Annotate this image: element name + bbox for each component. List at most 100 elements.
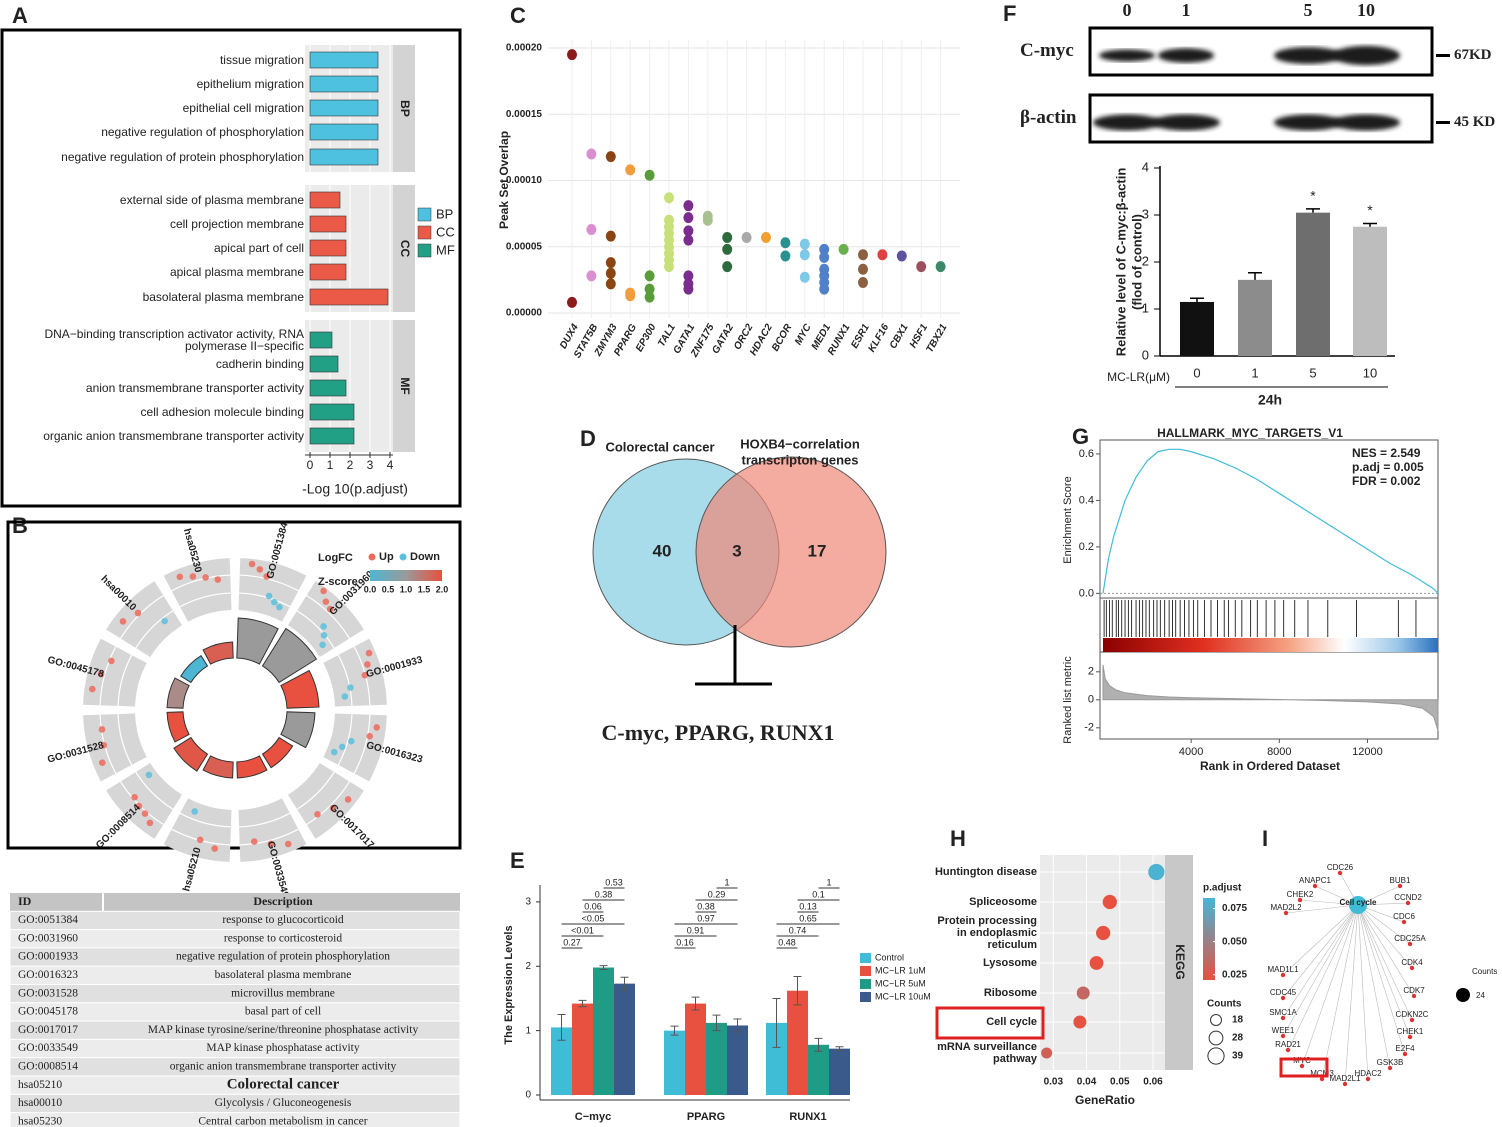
point (896, 250, 907, 262)
size-legend-dot (1208, 1030, 1224, 1046)
category-label-box: negative regulation of protein phosphory… (61, 151, 304, 163)
point (741, 231, 752, 243)
point (858, 249, 868, 261)
bar (808, 1044, 829, 1095)
comparison-label: 0.97 (697, 913, 715, 923)
legend-label: CC (436, 224, 455, 239)
panel-label: E (510, 848, 525, 873)
legend-label: Down (410, 551, 440, 563)
bar (309, 99, 379, 117)
point (567, 296, 577, 308)
x-tick-label: 0.03 (1044, 1077, 1064, 1088)
bar (1353, 226, 1387, 356)
z-tick-label: 0.5 (382, 584, 395, 594)
point (644, 291, 655, 303)
size-label: 67KD (1454, 47, 1492, 63)
logfc-dot (141, 810, 149, 817)
sector-divider (179, 592, 231, 608)
logfc-dot (319, 641, 326, 649)
y-tick-label: 0.2 (1079, 541, 1094, 553)
zscore-bar (236, 617, 279, 665)
gene-label: MYC (1293, 1056, 1311, 1065)
x-tick-label: C−myc (575, 1111, 611, 1123)
comparison-label: 1 (724, 877, 729, 887)
bar (309, 427, 355, 445)
category-label-box: DNA−binding transcription activator acti… (44, 328, 304, 352)
x-tick-label: 4000 (1179, 746, 1203, 758)
network-edge (1357, 904, 1406, 1055)
table-cell: negative regulation of protein phosphory… (176, 951, 390, 963)
logfc-dot (330, 748, 338, 756)
gene-label: MCM3 (1310, 1069, 1334, 1078)
x-tick-label: 4 (387, 458, 394, 472)
legend-title: Counts (1472, 967, 1497, 976)
network-edge (1282, 904, 1359, 1037)
logfc-dot (211, 845, 219, 852)
hub-label: Cell cycle (1340, 898, 1377, 907)
zscore-bar (173, 736, 209, 772)
x-tick-label: 0.04 (1077, 1077, 1097, 1088)
facet-strip (393, 185, 415, 312)
network-edge (1357, 904, 1391, 1069)
point (683, 283, 694, 295)
lane-label: 5 (1304, 0, 1313, 20)
category-label: basolateral plasma membrane (142, 290, 304, 304)
dot (1041, 1047, 1053, 1059)
bar (309, 51, 379, 69)
dot (1089, 956, 1104, 970)
zscore-bar (261, 736, 294, 769)
network-edge (1299, 899, 1359, 906)
gene-node (1411, 993, 1417, 999)
y-tick-label: 0.00020 (506, 43, 543, 54)
logfc-dot (248, 560, 256, 568)
comparison-label: 0.29 (708, 889, 726, 899)
logfc-dot (365, 649, 373, 657)
dot (1076, 986, 1090, 1000)
bar (309, 75, 379, 93)
category-label: negative regulation of phosphorylation (101, 125, 304, 139)
legend-title: Counts (1207, 999, 1242, 1010)
dot (1073, 1015, 1087, 1029)
table-cell: microvillus membrane (231, 987, 335, 999)
x-tick-label: 0 (307, 458, 314, 472)
comparison-label: <0.05 (582, 913, 605, 923)
point (819, 243, 830, 255)
y-tick-label: 0 (1088, 694, 1094, 706)
category-label-box: external side of plasma membrane (120, 194, 304, 206)
zscore-bar (202, 641, 234, 665)
point (605, 257, 616, 269)
dot (1102, 894, 1117, 910)
facet-strip-label: BP (398, 100, 412, 117)
x-tick-label: BCOR (770, 322, 795, 354)
gene-node (1297, 897, 1303, 903)
legend-dot (1456, 988, 1470, 1002)
category-label-box: negative regulation of phosphorylation (101, 125, 304, 139)
bar (706, 1022, 727, 1095)
sector-divider (179, 812, 231, 828)
colorbar-label: 0.050 (1222, 936, 1247, 947)
logfc-dot (191, 808, 198, 815)
comparison-label: 0.74 (789, 925, 807, 935)
logfc-dot (250, 838, 258, 845)
y-tick-label: 0.00015 (506, 109, 543, 120)
error-bar (620, 976, 629, 991)
sector-divider (337, 714, 353, 766)
table-cell: Glycolysis / Gluconeogenesis (215, 1097, 352, 1109)
logfc-dot (326, 605, 334, 613)
logfc-dot (270, 598, 278, 606)
logfc-dot (263, 573, 270, 580)
y-tick-label: 2 (1088, 666, 1094, 678)
point (799, 249, 810, 261)
x-tick-label: 0.06 (1143, 1077, 1163, 1088)
x-tick-label: 10 (1363, 365, 1377, 380)
error-bar (793, 976, 802, 1006)
point (761, 231, 771, 243)
zscore-bar (180, 655, 209, 684)
point (586, 148, 597, 160)
colorbar (1203, 898, 1215, 980)
go-sector (106, 581, 183, 658)
network-edge (1282, 904, 1359, 999)
venn-connector (695, 625, 772, 686)
blot-band (1274, 114, 1342, 131)
legend-swatch (417, 225, 432, 240)
